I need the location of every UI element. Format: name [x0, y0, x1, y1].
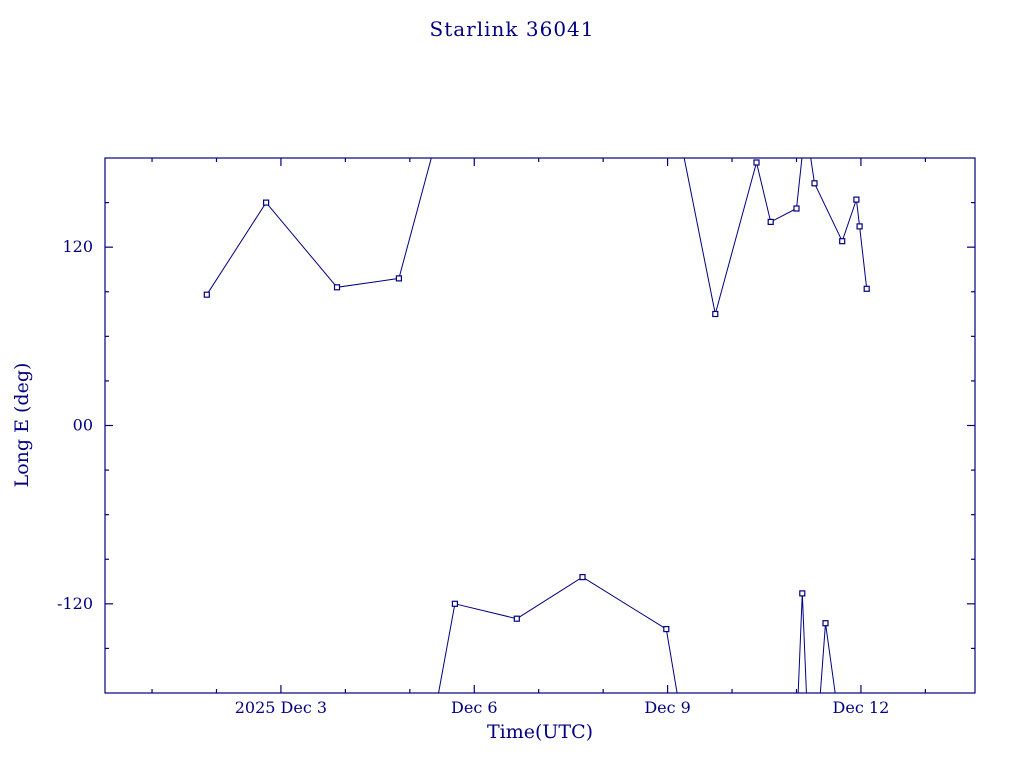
x-tick-labels: 2025 Dec 3 Dec 6 Dec 9 Dec 12 — [235, 698, 890, 717]
data-point-marker — [853, 196, 860, 203]
data-point-marker — [753, 159, 760, 166]
series-segment — [206, 158, 432, 295]
series-segment — [797, 593, 807, 693]
data-point-marker — [395, 275, 402, 282]
x-tick-label: Dec 9 — [644, 698, 691, 717]
x-axis-label: Time(UTC) — [486, 721, 594, 743]
data-point-marker — [712, 310, 719, 318]
data-point-marker — [822, 620, 829, 627]
data-point-marker — [856, 223, 863, 230]
data-point-marker — [263, 199, 270, 206]
x-tick-label: Dec 12 — [833, 698, 890, 717]
series-segment — [438, 576, 678, 693]
series-segment — [810, 158, 868, 289]
data-point-marker — [579, 573, 586, 581]
data-markers — [203, 159, 870, 633]
data-point-marker — [663, 625, 670, 633]
y-tick-labels: -120 00 120 — [57, 237, 93, 613]
series-segment — [683, 158, 803, 315]
data-point-marker — [839, 238, 846, 245]
y-tick-label: -120 — [57, 594, 93, 613]
data-point-marker — [799, 590, 806, 597]
data-point-marker — [513, 615, 520, 622]
x-tick-label: 2025 Dec 3 — [235, 698, 327, 717]
series-segment — [819, 623, 836, 693]
data-point-marker — [203, 291, 210, 298]
series-lines — [206, 158, 868, 693]
data-point-marker — [793, 205, 800, 212]
data-point-marker — [333, 284, 341, 291]
data-point-marker — [767, 218, 774, 225]
axis-ticks — [105, 158, 975, 693]
y-tick-label: 00 — [73, 416, 93, 435]
data-point-marker — [451, 600, 458, 607]
data-point-marker — [811, 180, 818, 187]
y-tick-label: 120 — [62, 237, 93, 256]
x-tick-label: Dec 6 — [451, 698, 498, 717]
data-point-marker — [863, 285, 870, 292]
chart-title: Starlink 36041 — [429, 17, 595, 41]
